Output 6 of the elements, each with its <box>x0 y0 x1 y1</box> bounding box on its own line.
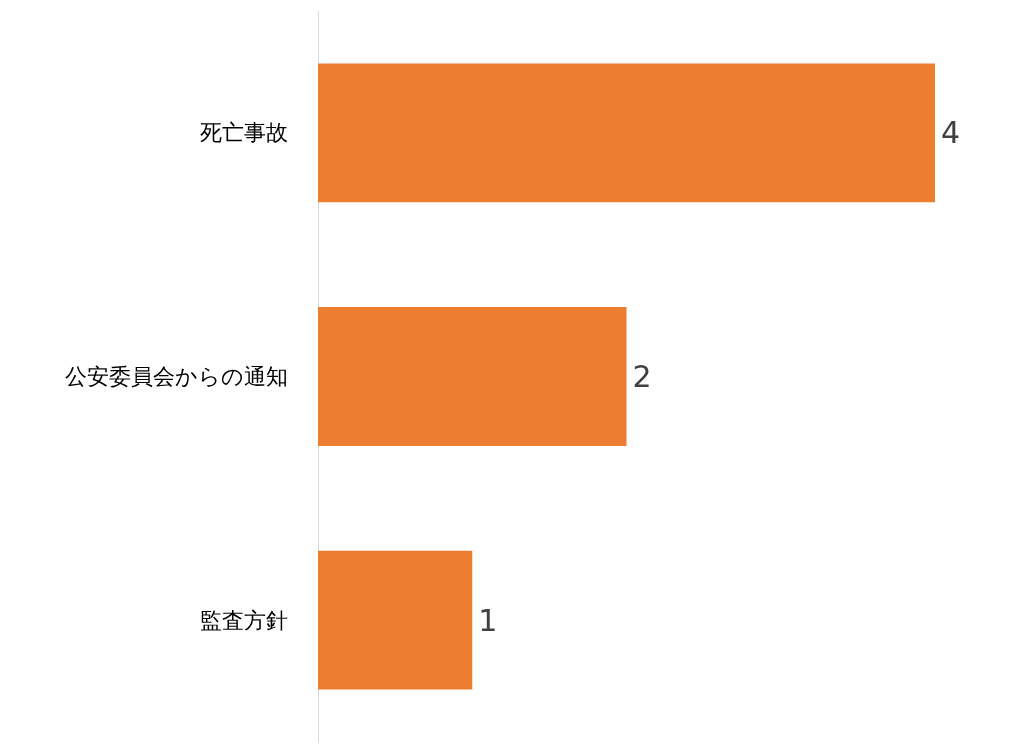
y-tick-label: 公安委員会からの通知 <box>65 364 288 389</box>
data-label: 1 <box>478 602 498 638</box>
data-label: 2 <box>632 359 652 394</box>
data-label: 4 <box>941 115 961 151</box>
y-tick-label: 監査方針 <box>200 607 288 633</box>
y-tick-label: 死亡事故 <box>200 120 288 146</box>
